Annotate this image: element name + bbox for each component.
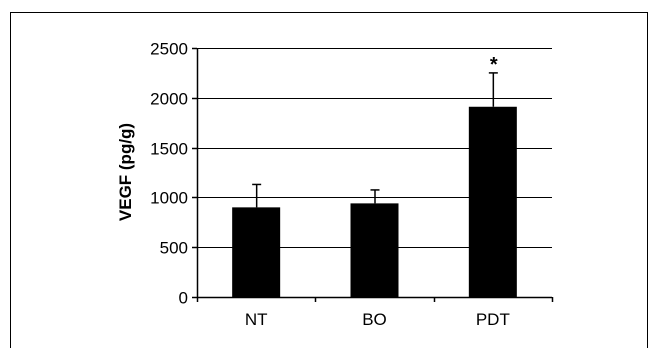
- y-tick-label: 2000: [150, 90, 188, 109]
- axes: 0 500 1000 1500 2000 2500 NT BO PDT: [150, 40, 554, 329]
- y-tick-label: 1500: [150, 140, 188, 159]
- bars: *: [232, 54, 517, 297]
- bar-bo: [350, 203, 399, 297]
- y-tick-label: 2500: [150, 40, 188, 59]
- x-tick-label: NT: [245, 310, 268, 329]
- y-tick-label: 500: [160, 239, 188, 258]
- bar-nt: [232, 207, 281, 297]
- x-tick-label: BO: [362, 310, 387, 329]
- y-tick-label: 1000: [150, 189, 188, 208]
- significance-marker: *: [490, 54, 498, 76]
- x-tick-label: PDT: [476, 310, 510, 329]
- bar-pdt: [468, 106, 517, 297]
- chart-frame: [10, 12, 648, 348]
- y-axis-label: VEGF (pg/g): [116, 123, 135, 221]
- y-tick-label: 0: [179, 289, 188, 308]
